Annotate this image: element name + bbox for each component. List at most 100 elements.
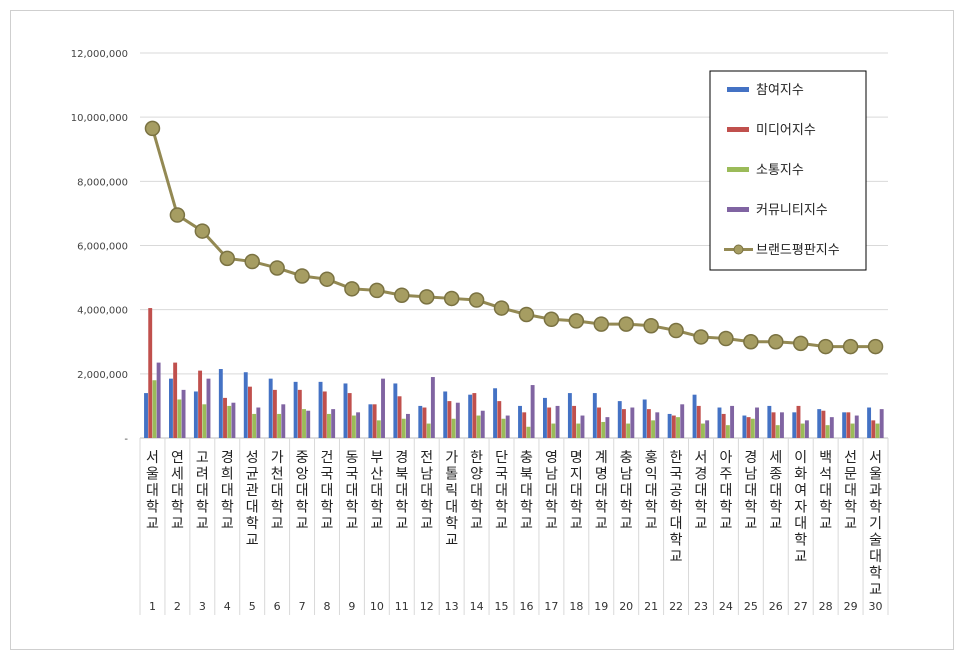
bar-2 xyxy=(771,412,776,438)
bar-1 xyxy=(518,405,522,438)
bar-1 xyxy=(792,412,797,438)
y-tick-label: 8,000,000 xyxy=(77,177,128,188)
bar-4 xyxy=(356,412,361,438)
legend-swatch xyxy=(727,207,749,212)
legend-label: 소통지수 xyxy=(756,163,804,178)
rank-label: 26 xyxy=(769,600,783,613)
legend-label: 미디어지수 xyxy=(756,123,816,138)
line-point xyxy=(493,300,510,316)
line-point xyxy=(817,338,834,355)
bar-1 xyxy=(642,399,647,438)
bar-3 xyxy=(701,423,705,438)
bar-4 xyxy=(755,407,759,438)
bar-1 xyxy=(169,378,173,438)
bar-3 xyxy=(327,413,331,438)
line-point xyxy=(618,316,634,332)
bar-1 xyxy=(817,409,822,438)
bar-2 xyxy=(646,409,651,438)
rank-label: 9 xyxy=(348,600,355,613)
bar-1 xyxy=(842,412,847,438)
line-point xyxy=(269,260,285,276)
bar-3 xyxy=(875,423,880,438)
rank-label: 22 xyxy=(669,600,683,613)
bar-2 xyxy=(372,404,377,438)
legend-label: 참여지수 xyxy=(756,83,804,98)
rank-label: 11 xyxy=(395,600,409,613)
line-point xyxy=(743,334,759,350)
bar-3 xyxy=(476,415,481,438)
bar-4 xyxy=(879,409,884,438)
bar-1 xyxy=(742,415,747,438)
legend-marker xyxy=(733,244,744,255)
y-tick-label: 6,000,000 xyxy=(77,242,128,253)
bar-4 xyxy=(306,410,311,438)
bar-3 xyxy=(277,413,282,438)
line-point xyxy=(842,338,859,355)
bar-1 xyxy=(144,393,148,438)
bar-3 xyxy=(850,423,855,438)
bar-1 xyxy=(692,394,697,438)
line-point xyxy=(468,292,485,308)
y-axis: - 2,000,000 4,000,000 6,000,000 8,000,000 10,… xyxy=(71,49,129,445)
bar-3 xyxy=(426,423,431,438)
y-tick-label: - xyxy=(124,434,128,445)
bar-2 xyxy=(547,407,552,438)
legend-swatch xyxy=(727,87,749,92)
rank-label: 18 xyxy=(569,600,583,613)
bar-1 xyxy=(667,413,672,438)
bar-1 xyxy=(318,381,323,438)
line-point xyxy=(518,306,535,323)
legend-swatch xyxy=(727,127,749,132)
bar-3 xyxy=(227,405,232,438)
rank-label: 16 xyxy=(519,600,533,613)
rank-label: 19 xyxy=(594,600,608,613)
bar-2 xyxy=(871,420,876,438)
rank-label: 14 xyxy=(470,600,484,613)
y-tick-label: 12,000,000 xyxy=(71,49,128,60)
bar-4 xyxy=(455,402,460,438)
bar-4 xyxy=(705,420,710,438)
rank-label: 13 xyxy=(445,600,459,613)
bar-2 xyxy=(472,393,477,438)
rank-label: 29 xyxy=(844,600,858,613)
line-point xyxy=(568,313,585,329)
bar-3 xyxy=(351,415,356,438)
bar-2 xyxy=(572,405,577,438)
bar-4 xyxy=(605,417,610,438)
line-point xyxy=(394,287,410,303)
rank-label: 25 xyxy=(744,600,758,613)
bar-2 xyxy=(746,417,751,438)
line-point xyxy=(718,330,734,347)
bar-3 xyxy=(626,423,631,438)
bar-4 xyxy=(680,404,685,438)
bar-4 xyxy=(655,412,660,438)
bar-3 xyxy=(152,380,157,438)
rank-label: 2 xyxy=(174,600,181,613)
bar-2 xyxy=(422,407,427,438)
bar-4 xyxy=(854,415,859,438)
rank-label: 3 xyxy=(199,600,206,613)
line-point xyxy=(668,322,684,339)
bar-3 xyxy=(526,426,531,438)
bar-4 xyxy=(580,415,585,438)
bar-3 xyxy=(800,423,805,438)
bar-4 xyxy=(829,417,834,438)
bar-1 xyxy=(468,394,473,438)
bar-1 xyxy=(767,405,772,438)
bar-3 xyxy=(202,404,207,438)
bar-1 xyxy=(293,381,298,438)
bar-1 xyxy=(543,397,547,438)
line-point xyxy=(194,223,211,239)
bar-3 xyxy=(750,418,755,438)
bar-2 xyxy=(297,389,302,438)
